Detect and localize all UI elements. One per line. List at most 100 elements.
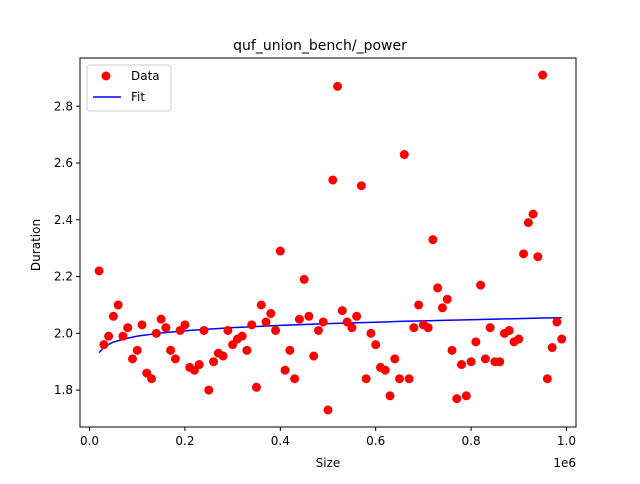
data-point [237,331,247,341]
data-point [113,300,123,310]
data-point [471,337,481,347]
data-point [557,334,567,344]
data-point [204,385,214,395]
data-point [476,280,486,290]
data-point [123,323,133,333]
x-tick-label: 0.2 [175,434,194,448]
data-point [280,365,290,375]
data-point [528,209,538,219]
data-point [404,374,414,384]
data-point [132,345,142,355]
x-axis-offset-text: 1e6 [553,456,576,470]
data-point [127,354,137,364]
data-point [118,331,128,341]
data-point [323,405,333,415]
data-point [199,325,209,335]
data-point [390,354,400,364]
y-tick-label: 2.0 [54,326,73,340]
data-point [170,354,180,364]
data-point [328,175,338,185]
data-point [452,394,462,404]
legend-label: Fit [131,90,145,104]
data-point [218,351,228,361]
y-tick-label: 1.8 [54,383,73,397]
data-point [519,249,529,259]
data-point [99,340,109,350]
data-point [380,365,390,375]
data-point [318,317,328,327]
data-point [423,323,433,333]
data-point [361,374,371,384]
y-tick-label: 2.2 [54,270,73,284]
data-point [461,391,471,401]
data-point [414,300,424,310]
data-point [466,357,476,367]
data-point [504,325,514,335]
data-point [485,323,495,333]
data-point [523,218,533,228]
plot-area [94,70,567,415]
data-point [313,325,323,335]
data-point [304,311,314,321]
data-point [223,325,233,335]
data-point [538,70,548,80]
axes: 0.0 0.2 0.4 0.6 0.8 1.0 1.8 2.0 2.2 2.4 2.6 2.8 [54,57,577,448]
data-point [309,351,319,361]
data-point [209,357,219,367]
axes-frame [79,57,577,428]
x-tick-label: 0.0 [80,434,99,448]
data-point [161,323,171,333]
data-point [261,317,271,327]
data-point [366,328,376,338]
data-point [94,266,104,276]
y-tick-label: 2.4 [54,213,73,227]
data-point [447,345,457,355]
data-point [147,374,157,384]
x-tick-label: 0.4 [271,434,290,448]
data-point [108,311,118,321]
data-point [409,323,419,333]
data-point [156,314,166,324]
data-point [251,382,261,392]
data-point [151,328,161,338]
data-point [457,360,467,370]
x-axis-label: Size [316,456,341,470]
data-point [352,311,362,321]
data-point [347,323,357,333]
x-tick-label: 1.0 [557,434,576,448]
y-tick-label: 2.6 [54,156,73,170]
data-point [247,320,257,330]
data-point [395,374,405,384]
y-axis-label: Duration [29,219,43,271]
data-point [275,246,285,256]
data-point [428,235,438,245]
data-point [180,320,190,330]
data-point [442,294,452,304]
data-point [290,374,300,384]
data-point [437,303,447,313]
data-point [266,308,276,318]
x-tick-label: 0.8 [462,434,481,448]
legend-marker-data [101,71,111,81]
data-point [294,314,304,324]
y-tick-label: 2.8 [54,99,73,113]
data-point [104,331,114,341]
data-point [256,300,266,310]
data-point [166,345,176,355]
legend-label: Data [131,69,160,83]
data-point [533,252,543,262]
chart-title: quf_union_bench/_power [233,38,407,54]
data-point [299,274,309,284]
data-point [333,81,343,91]
data-point [514,334,524,344]
data-point [356,181,366,191]
data-point [552,317,562,327]
data-point [194,360,204,370]
data-point [547,343,557,353]
data-point [271,325,281,335]
legend: Data Fit [86,64,172,112]
data-point [542,374,552,384]
data-point [495,357,505,367]
